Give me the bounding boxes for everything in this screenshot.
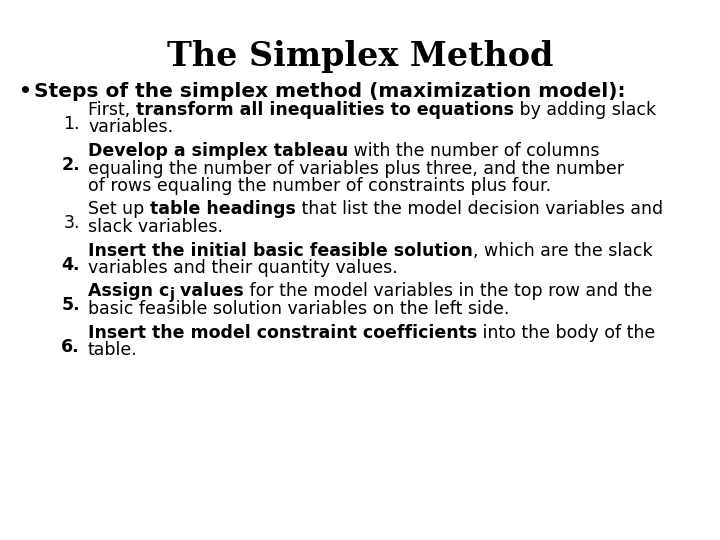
Text: 4.: 4.: [61, 255, 80, 273]
Text: •: •: [18, 82, 31, 101]
Text: Insert the model constraint coefficients: Insert the model constraint coefficients: [88, 323, 477, 341]
Text: transform all inequalities to equations: transform all inequalities to equations: [136, 101, 514, 119]
Text: , which are the slack: , which are the slack: [473, 241, 652, 260]
Text: Assign c: Assign c: [88, 282, 169, 300]
Text: variables and their quantity values.: variables and their quantity values.: [88, 259, 397, 277]
Text: Set up: Set up: [88, 200, 150, 219]
Text: by adding slack: by adding slack: [514, 101, 656, 119]
Text: for the model variables in the top row and the: for the model variables in the top row a…: [244, 282, 652, 300]
Text: equaling the number of variables plus three, and the number: equaling the number of variables plus th…: [88, 159, 624, 178]
Text: 1.: 1.: [63, 115, 80, 133]
Text: 6.: 6.: [61, 338, 80, 355]
Text: 2.: 2.: [61, 156, 80, 174]
Text: First,: First,: [88, 101, 136, 119]
Text: values: values: [174, 282, 244, 300]
Text: Insert the initial basic feasible solution: Insert the initial basic feasible soluti…: [88, 241, 473, 260]
Text: basic feasible solution variables on the left side.: basic feasible solution variables on the…: [88, 300, 509, 318]
Text: variables.: variables.: [88, 118, 173, 137]
Text: The Simplex Method: The Simplex Method: [167, 40, 553, 73]
Text: 5.: 5.: [61, 296, 80, 314]
Text: table.: table.: [88, 341, 138, 359]
Text: 3.: 3.: [63, 214, 80, 233]
Text: Develop a simplex tableau: Develop a simplex tableau: [88, 142, 348, 160]
Text: slack variables.: slack variables.: [88, 218, 223, 236]
Text: into the body of the: into the body of the: [477, 323, 655, 341]
Text: table headings: table headings: [150, 200, 296, 219]
Text: of rows equaling the number of constraints plus four.: of rows equaling the number of constrain…: [88, 177, 551, 195]
Text: j: j: [169, 287, 174, 302]
Text: Steps of the simplex method (maximization model):: Steps of the simplex method (maximizatio…: [34, 82, 626, 101]
Text: with the number of columns: with the number of columns: [348, 142, 600, 160]
Text: that list the model decision variables and: that list the model decision variables a…: [296, 200, 662, 219]
